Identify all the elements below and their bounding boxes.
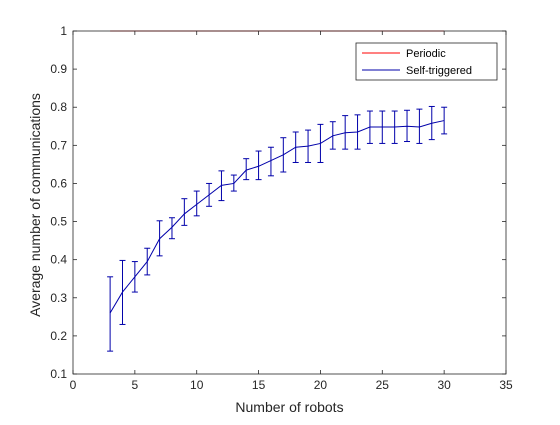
x-axis-label: Number of robots: [235, 399, 343, 415]
legend-box: [355, 42, 498, 81]
y-tick-label: 0.2: [50, 329, 67, 343]
y-tick-label: 0.8: [50, 100, 67, 114]
x-tick-label: 20: [314, 378, 328, 392]
y-tick-label: 0.6: [50, 176, 67, 190]
y-axis-label: Average number of communications: [27, 93, 43, 317]
x-tick-label: 0: [70, 378, 77, 392]
y-tick-label: 0.9: [50, 62, 67, 76]
x-tick-label: 5: [132, 378, 139, 392]
legend-entry: Self-triggered: [406, 65, 472, 77]
y-tick-label: 1: [60, 24, 67, 38]
y-tick-label: 0.7: [50, 138, 67, 152]
y-tick-label: 0.5: [50, 215, 67, 229]
series-self-triggered: [107, 105, 448, 352]
axes-box: [72, 30, 507, 375]
x-tick-label: 35: [499, 378, 513, 392]
x-tick-label: 30: [437, 378, 451, 392]
legend: Periodic Self-triggered: [355, 42, 498, 81]
x-tick-label: 15: [252, 378, 266, 392]
y-tick-label: 0.4: [50, 253, 67, 267]
y-tick-label: 0.1: [50, 367, 67, 381]
axes-layer: 0 5 10 15 20 25 30 35 0.1 0.2 0.3 0.4 0.5 0.6 0.7 0.8 0.…: [50, 24, 513, 392]
x-tick-label: 10: [190, 378, 204, 392]
legend-entry: Periodic: [406, 48, 446, 60]
x-tick-label: 25: [376, 378, 390, 392]
series-line: [109, 120, 445, 314]
y-tick-label: 0.3: [50, 291, 67, 305]
